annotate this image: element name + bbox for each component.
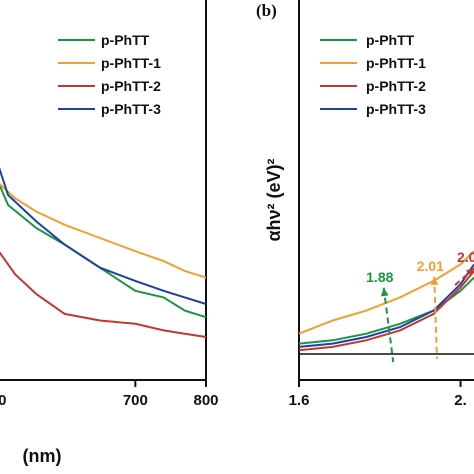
panel-a-series [0,167,207,338]
panel-b-series [298,250,474,355]
panel-a-x-axis-label: (nm) [23,446,62,466]
panel-b-legend-label: p-PhTT-1 [366,55,426,71]
panel-a-legend-label: p-PhTT-3 [101,101,161,117]
panel-a-x-tick-label: 500 [0,392,7,409]
panel-a-x-ticks: 500 700 800 [0,380,219,409]
annotation-guide [433,276,438,359]
panel-a-legend: p-PhTT p-PhTT-1 p-PhTT-2 p-PhTT-3 [58,32,161,117]
panel-b-y-axis-label: αhν² (eV)² [264,158,284,241]
panel-a-series-line [0,182,207,279]
panel-a-legend-label: p-PhTT-1 [101,55,161,71]
panel-a-legend-label: p-PhTT [101,32,150,48]
panel-b-label: (b) [256,1,277,20]
annotation-label: 1.88 [366,269,393,285]
annotation-guide [382,287,395,363]
panel-a: 500 700 800 p-PhTT p-PhTT-1 p-PhTT-2 p-PhTT-3… [0,0,219,466]
panel-a-legend-label: p-PhTT-2 [101,78,161,94]
panel-b: (b) αhν² (eV)² 1.6 2. p-PhTTp-PhTT-1p-PhT… [256,0,474,409]
annotation-arrowhead [380,287,389,297]
panel-b-series-line [298,270,474,352]
panel-b-series-line [298,263,474,348]
panel-b-series-line [298,250,474,335]
panel-b-legend-label: p-PhTT-2 [366,78,426,94]
panel-b-series-line [298,276,474,345]
annotation-arrowhead [430,276,439,286]
panel-b-x-tick-label: 1.6 [289,392,310,409]
panel-a-series-line [0,251,207,338]
panel-b-legend: p-PhTT p-PhTT-1 p-PhTT-2 p-PhTT-3 [320,32,426,117]
panel-b-legend-label: p-PhTT-3 [366,101,426,117]
panel-b-annotations: 1.88 2.01 2.04 [366,249,474,363]
panel-a-x-tick-label: 700 [123,392,148,409]
panel-b-legend-label: p-PhTT [366,32,415,48]
panel-b-x-tick-label: 2. [454,392,467,409]
annotation-label: 2.01 [417,258,444,274]
annotation-label: 2.04 [457,249,474,265]
panel-a-x-tick-label: 800 [193,392,218,409]
annotation-arrowhead [465,268,474,277]
panel-b-x-ticks: 1.6 2. [289,380,467,409]
panel-a-series-line [0,167,207,305]
